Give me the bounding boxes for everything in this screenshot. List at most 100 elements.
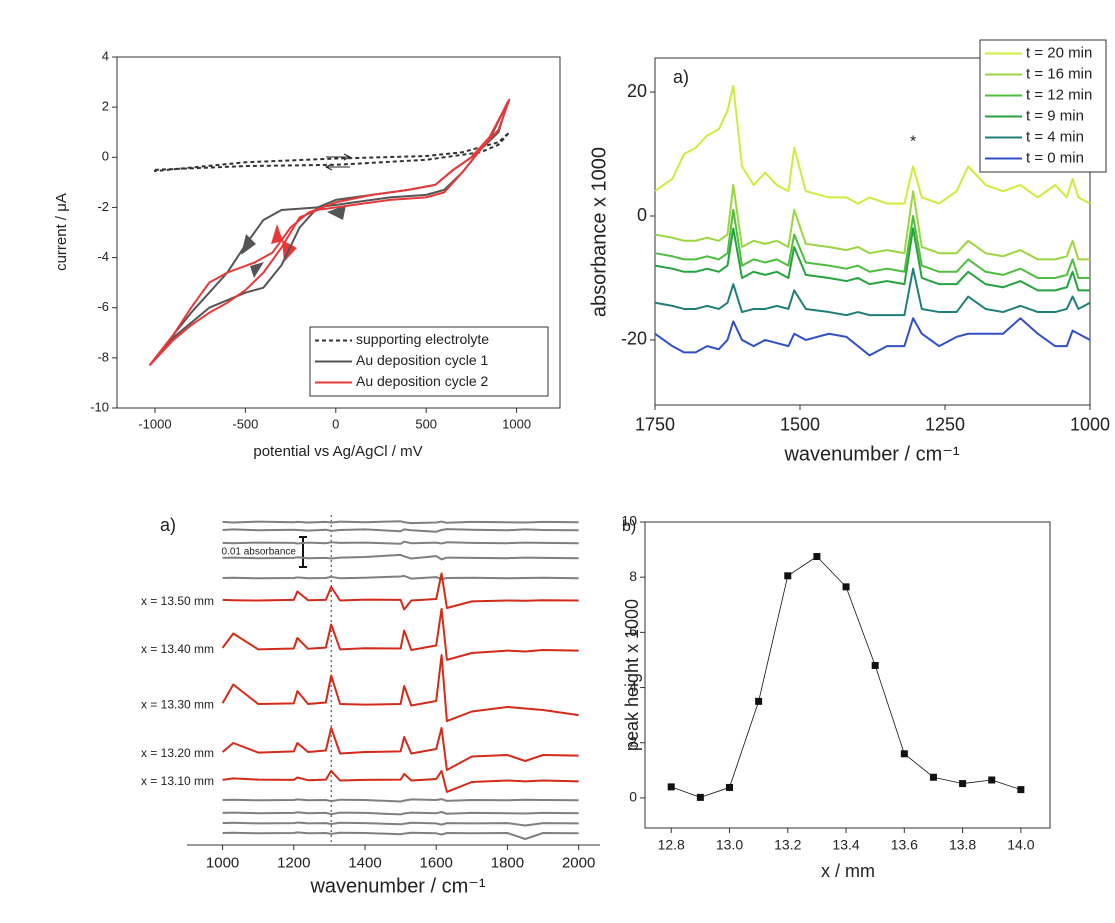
- y-tick-label: 0: [637, 205, 647, 225]
- series-line: [654, 84, 1091, 205]
- series-line: [222, 821, 579, 827]
- series-line: [654, 227, 1090, 292]
- panel: 1750 1500 1250 1000 -20 0 20 wavenumber / cm⁻¹ a…: [588, 39, 1110, 465]
- legend-label: t = 0 min: [1026, 149, 1084, 166]
- series-line: [222, 528, 579, 533]
- series-line: [222, 574, 579, 581]
- point: [871, 661, 879, 669]
- scale-bar-label: 0.01 absorbance: [221, 547, 296, 558]
- y-tick-label: -10: [90, 399, 109, 414]
- x-tick-label: 1600: [420, 854, 453, 871]
- legend-label: Au deposition cycle 2: [356, 373, 489, 389]
- y-tick-label: -8: [97, 349, 109, 364]
- panel-label: a): [160, 515, 176, 535]
- legend-label: supporting electrolyte: [356, 331, 489, 347]
- plot-frame: [116, 56, 561, 409]
- legend-label: t = 16 min: [1026, 65, 1092, 82]
- series-line: [221, 727, 579, 771]
- x-tick-label: 2000: [562, 854, 595, 871]
- y-axis-label: current / μA: [53, 193, 70, 271]
- y-tick-label: 0: [629, 789, 637, 805]
- series-line: [148, 98, 511, 367]
- panel: 1000 1200 1400 1600 1800 2000 wavenumber / cm⁻…: [141, 515, 600, 897]
- x-axis-label: potential vs Ag/AgCl / mV: [253, 443, 422, 460]
- series-line: [222, 540, 579, 545]
- arrow: [327, 205, 346, 220]
- point: [725, 783, 733, 791]
- series-line: [221, 607, 579, 661]
- point: [929, 773, 937, 781]
- series-label: x = 13.20 mm: [141, 746, 214, 760]
- point: [900, 750, 908, 758]
- y-tick-label: -20: [621, 329, 647, 349]
- y-tick-label: 4: [102, 48, 109, 63]
- x-tick-label: 13.8: [949, 837, 976, 853]
- panel: 12.8 13.0 13.2 13.4 13.6 13.8 14.0 0 2 4 6 8 10 x / m…: [621, 513, 1051, 881]
- legend-label: t = 20 min: [1026, 44, 1092, 61]
- series-label: x = 13.30 mm: [141, 697, 214, 711]
- legend-box: [979, 39, 1107, 173]
- y-tick-label: 6: [629, 623, 637, 639]
- x-tick-label: 1250: [925, 414, 965, 434]
- point: [755, 697, 763, 705]
- x-axis-label: wavenumber / cm⁻¹: [783, 443, 959, 465]
- y-tick-label: 2: [629, 733, 637, 749]
- series-line: [222, 572, 579, 611]
- series-label: x = 13.10 mm: [141, 774, 214, 788]
- x-tick-label: 1000: [1070, 414, 1110, 434]
- x-tick-label: 14.0: [1007, 837, 1034, 853]
- x-tick-label: -1000: [138, 417, 171, 432]
- x-tick-label: 13.2: [774, 837, 801, 853]
- series-line: [222, 798, 579, 803]
- panel-label: a): [673, 67, 689, 87]
- plot-frame: [644, 521, 1051, 829]
- x-tick-label: 13.0: [716, 837, 743, 853]
- y-axis-label: absorbance x 1000: [588, 147, 610, 317]
- point: [959, 780, 967, 788]
- y-tick-label: 4: [629, 678, 637, 694]
- legend-label: Au deposition cycle 1: [356, 352, 489, 368]
- y-axis-label: peak height x 1000: [622, 599, 642, 751]
- series-line: [153, 131, 511, 173]
- x-tick-label: 1800: [491, 854, 524, 871]
- point: [667, 783, 675, 791]
- y-tick-label: -2: [97, 199, 109, 214]
- x-tick-label: 500: [415, 417, 437, 432]
- x-tick-label: -500: [232, 417, 258, 432]
- x-tick-label: 1000: [206, 854, 239, 871]
- series-line: [654, 317, 1091, 357]
- point: [1017, 786, 1025, 794]
- y-tick-label: 8: [629, 568, 637, 584]
- x-tick-label: 13.6: [891, 837, 918, 853]
- series-line: [222, 811, 579, 816]
- y-tick-label: 20: [627, 81, 647, 101]
- x-tick-label: 1750: [635, 414, 675, 434]
- series-label: x = 13.40 mm: [141, 642, 214, 656]
- y-tick-label: 10: [621, 513, 637, 529]
- series-line: [222, 769, 579, 793]
- y-tick-label: -4: [97, 249, 109, 264]
- panel: -1000 -500 0 500 1000 -10 -8 -6 -4 -2 0 2 4 potential…: [53, 48, 561, 460]
- series-line: [671, 556, 1021, 798]
- y-tick-label: -6: [97, 299, 109, 314]
- legend-label: t = 9 min: [1026, 107, 1084, 124]
- x-axis-label: wavenumber / cm⁻¹: [309, 875, 485, 897]
- arrow: [250, 262, 264, 278]
- series-label: x = 13.50 mm: [141, 594, 214, 608]
- y-tick-label: 0: [102, 149, 109, 164]
- series-line: [654, 208, 1090, 279]
- x-tick-label: 1400: [348, 854, 381, 871]
- x-tick-label: 1500: [780, 414, 820, 434]
- x-axis-label: x / mm: [821, 861, 875, 881]
- plot-frame: [654, 57, 1091, 406]
- point: [988, 776, 996, 784]
- cv-arrows: [241, 153, 352, 278]
- point: [813, 552, 821, 560]
- point: [842, 583, 850, 591]
- series-line: [654, 267, 1091, 317]
- arrow: [241, 234, 256, 255]
- x-tick-label: 1000: [502, 417, 531, 432]
- annotation: *: [910, 133, 916, 150]
- x-tick-label: 12.8: [658, 837, 685, 853]
